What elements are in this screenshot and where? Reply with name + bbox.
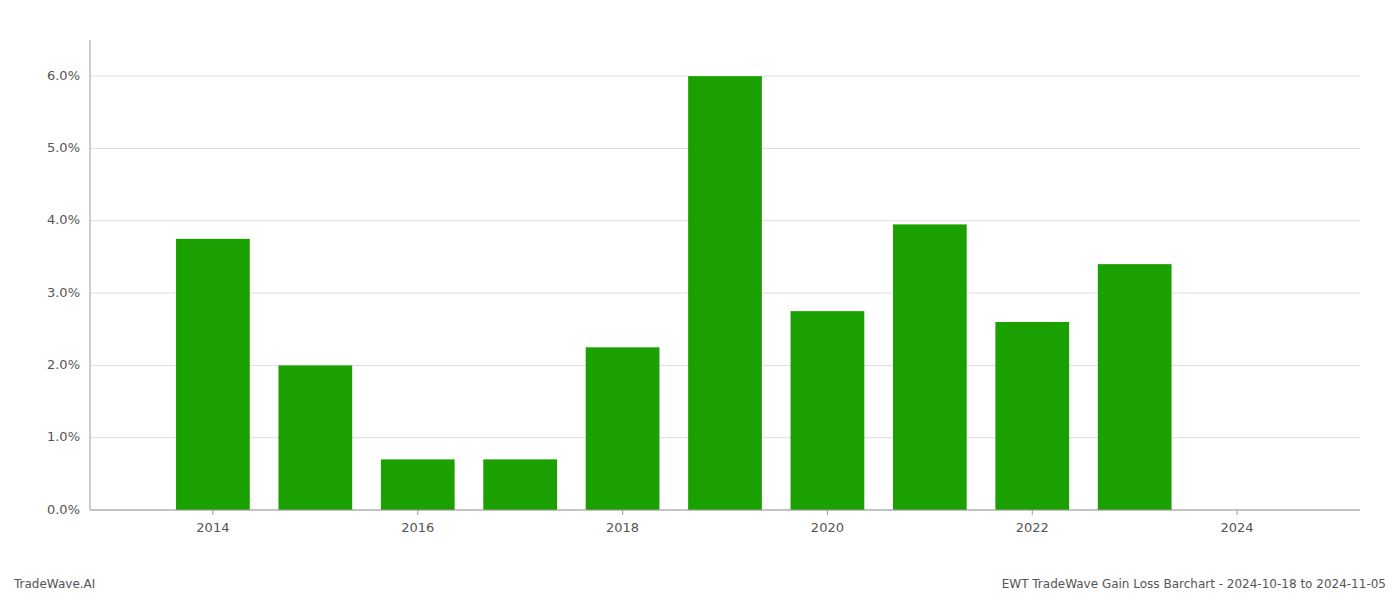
bar — [893, 224, 967, 510]
y-tick-label: 5.0% — [47, 140, 80, 155]
x-axis-line — [90, 510, 1360, 511]
grid-line — [90, 510, 1360, 511]
x-tick — [827, 510, 828, 515]
y-axis-line — [90, 40, 91, 510]
bar — [278, 365, 352, 510]
x-tick — [212, 510, 213, 515]
x-tick — [1032, 510, 1033, 515]
bar — [688, 76, 762, 510]
chart-svg: 0.0% 1.0% 2.0% 3.0% 4.0% 5.0% 6.0% 2014 2016 2018… — [0, 0, 1400, 600]
x-tick — [622, 510, 623, 515]
bars — [176, 76, 1172, 510]
y-axis: 0.0% 1.0% 2.0% 3.0% 4.0% 5.0% 6.0% — [47, 68, 80, 517]
y-tick-label: 3.0% — [47, 285, 80, 300]
footer-text: TradeWave.AI — [13, 577, 95, 591]
x-tick-label: 2018 — [606, 520, 639, 535]
y-tick-label: 0.0% — [47, 502, 80, 517]
y-tick-label: 4.0% — [47, 212, 80, 227]
x-axis: 2014 2016 2018 2020 2022 2024 — [196, 510, 1253, 535]
x-tick — [417, 510, 418, 515]
chart-container: 0.0% 1.0% 2.0% 3.0% 4.0% 5.0% 6.0% 2014 2016 2018… — [0, 0, 1400, 600]
bar — [586, 347, 660, 510]
y-tick-label: 2.0% — [47, 357, 80, 372]
x-tick-label: 2014 — [196, 520, 229, 535]
x-tick-label: 2024 — [1221, 520, 1254, 535]
x-tick-label: 2016 — [401, 520, 434, 535]
x-tick — [1237, 510, 1238, 515]
bar — [1098, 264, 1172, 510]
y-tick-label: 1.0% — [47, 429, 80, 444]
x-tick-label: 2022 — [1016, 520, 1049, 535]
bar — [176, 239, 250, 510]
y-grid — [90, 76, 1360, 510]
bar — [791, 311, 865, 510]
footer-text: EWT TradeWave Gain Loss Barchart - 2024-… — [1002, 577, 1386, 591]
bar — [995, 322, 1069, 510]
bar — [483, 459, 557, 510]
bar — [381, 459, 455, 510]
y-tick-label: 6.0% — [47, 68, 80, 83]
x-tick-label: 2020 — [811, 520, 844, 535]
